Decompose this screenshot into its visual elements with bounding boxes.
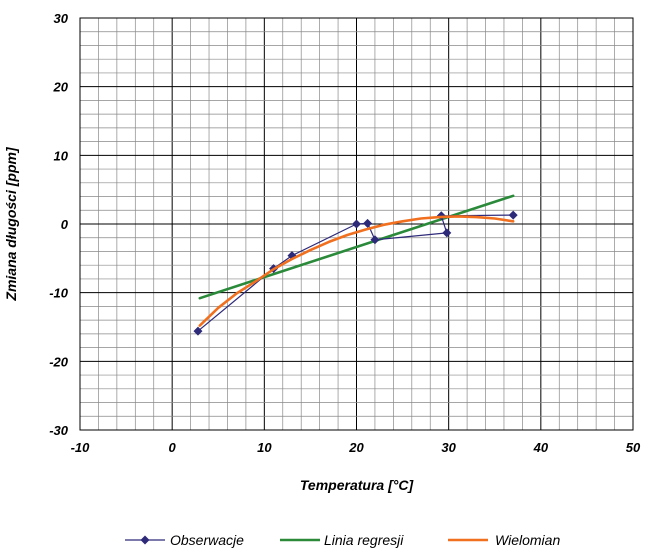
legend-item-obserwacje: Obserwacje <box>125 532 244 548</box>
data-point-obserwacje <box>370 235 380 245</box>
y-tick-label: 30 <box>54 11 69 26</box>
y-tick-label: -30 <box>49 423 69 438</box>
x-tick-label: -10 <box>71 440 91 455</box>
plot-frame <box>79 17 634 431</box>
legend-label-obserwacje: Obserwacje <box>170 532 244 548</box>
series-line-linia-regresji <box>198 194 515 300</box>
x-tick-label: 30 <box>441 440 456 455</box>
legend-label-wielomian: Wielomian <box>495 532 560 548</box>
y-axis-label: Zmiana długości [ppm] <box>3 146 19 302</box>
legend: Obserwacje Linia regresji Wielomian <box>125 532 560 548</box>
x-tick-label: 0 <box>169 440 177 455</box>
data-point-obserwacje <box>363 218 373 228</box>
data-point-obserwacje <box>193 326 203 336</box>
legend-label-linia-regresji: Linia regresji <box>324 532 404 548</box>
tick-labels: -10 0 10 20 30 40 50 -30 -20 -10 0 10 20 30 <box>49 11 641 455</box>
x-tick-label: 50 <box>626 440 641 455</box>
x-axis-label: Temperatura [°C] <box>300 477 415 493</box>
y-tick-label: 10 <box>54 148 69 163</box>
x-tick-label: 40 <box>533 440 549 455</box>
data-point-obserwacje <box>508 210 518 220</box>
legend-item-linia-regresji: Linia regresji <box>280 532 404 548</box>
y-tick-label: 20 <box>53 80 69 95</box>
legend-item-wielomian: Wielomian <box>448 532 560 548</box>
y-tick-label: 0 <box>61 217 69 232</box>
data-point-obserwacje <box>352 219 361 229</box>
series-layer <box>193 194 518 336</box>
y-tick-label: -10 <box>49 286 69 301</box>
gridlines <box>79 17 634 431</box>
series-line-wielomian <box>198 215 515 327</box>
legend-marker-obserwacje <box>140 535 150 545</box>
y-tick-label: -20 <box>49 354 69 369</box>
x-tick-label: 20 <box>348 440 364 455</box>
data-point-obserwacje <box>442 228 452 238</box>
x-tick-label: 10 <box>257 440 272 455</box>
